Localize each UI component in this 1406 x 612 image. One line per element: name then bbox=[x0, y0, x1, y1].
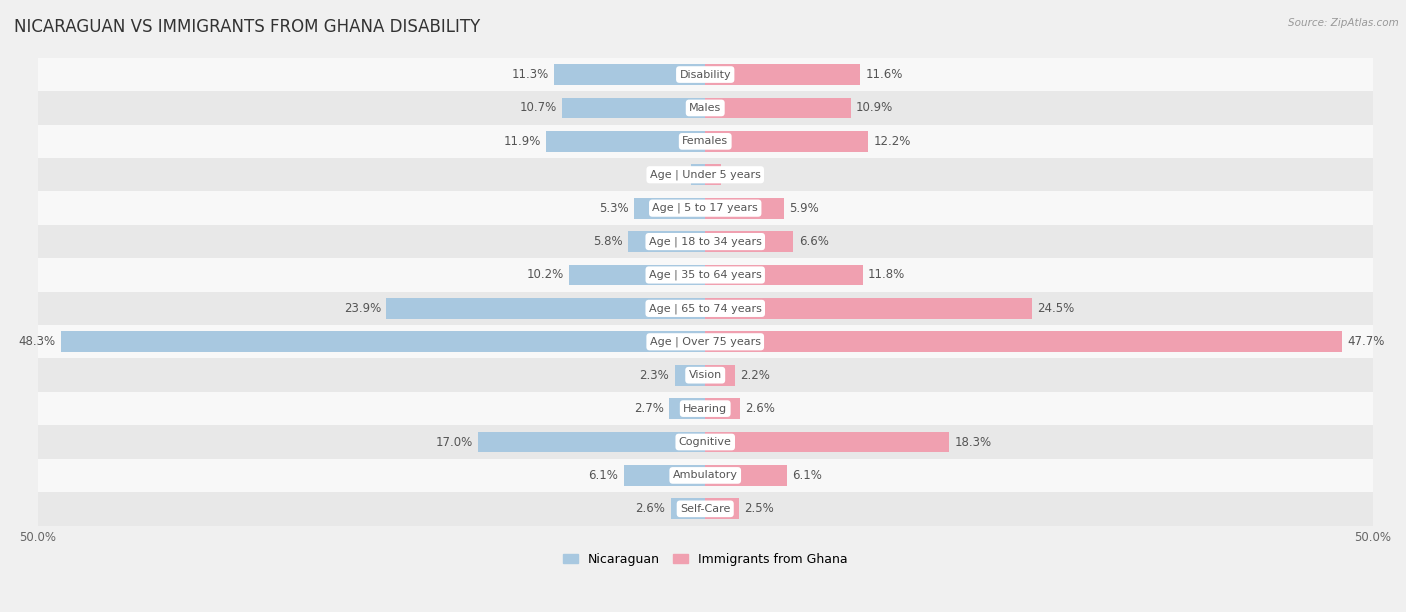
Text: 17.0%: 17.0% bbox=[436, 436, 472, 449]
Bar bbox=[706, 365, 734, 386]
Bar bbox=[706, 465, 786, 486]
Bar bbox=[706, 165, 721, 185]
Text: 5.9%: 5.9% bbox=[789, 202, 820, 215]
Text: 6.6%: 6.6% bbox=[799, 235, 828, 248]
Text: Age | 5 to 17 years: Age | 5 to 17 years bbox=[652, 203, 758, 214]
Bar bbox=[706, 498, 738, 519]
Text: 2.5%: 2.5% bbox=[744, 502, 773, 515]
Bar bbox=[706, 198, 785, 218]
Text: 10.2%: 10.2% bbox=[526, 269, 564, 282]
Bar bbox=[38, 225, 1372, 258]
Bar bbox=[38, 392, 1372, 425]
Bar bbox=[38, 459, 1372, 492]
Text: Disability: Disability bbox=[679, 70, 731, 80]
Text: 2.2%: 2.2% bbox=[740, 368, 770, 382]
Bar bbox=[38, 359, 1372, 392]
Text: 24.5%: 24.5% bbox=[1038, 302, 1074, 315]
Text: 2.6%: 2.6% bbox=[745, 402, 775, 415]
Text: 6.1%: 6.1% bbox=[792, 469, 823, 482]
Bar bbox=[554, 64, 706, 85]
Bar bbox=[634, 198, 706, 218]
Bar bbox=[478, 431, 706, 452]
Bar bbox=[706, 298, 1032, 319]
Text: Self-Care: Self-Care bbox=[681, 504, 731, 514]
Legend: Nicaraguan, Immigrants from Ghana: Nicaraguan, Immigrants from Ghana bbox=[564, 553, 848, 566]
Text: 11.9%: 11.9% bbox=[503, 135, 541, 148]
Text: 2.7%: 2.7% bbox=[634, 402, 664, 415]
Bar bbox=[547, 131, 706, 152]
Text: Source: ZipAtlas.com: Source: ZipAtlas.com bbox=[1288, 18, 1399, 28]
Bar bbox=[690, 165, 706, 185]
Bar bbox=[706, 431, 949, 452]
Bar bbox=[706, 264, 863, 285]
Bar bbox=[706, 398, 740, 419]
Bar bbox=[38, 325, 1372, 359]
Bar bbox=[387, 298, 706, 319]
Text: Age | 35 to 64 years: Age | 35 to 64 years bbox=[648, 270, 762, 280]
Bar bbox=[706, 131, 868, 152]
Bar bbox=[628, 231, 706, 252]
Bar bbox=[38, 425, 1372, 459]
Text: 48.3%: 48.3% bbox=[18, 335, 55, 348]
Text: NICARAGUAN VS IMMIGRANTS FROM GHANA DISABILITY: NICARAGUAN VS IMMIGRANTS FROM GHANA DISA… bbox=[14, 18, 481, 36]
Bar bbox=[38, 192, 1372, 225]
Text: 10.7%: 10.7% bbox=[520, 102, 557, 114]
Text: 5.3%: 5.3% bbox=[599, 202, 628, 215]
Text: 2.3%: 2.3% bbox=[640, 368, 669, 382]
Text: 5.8%: 5.8% bbox=[593, 235, 623, 248]
Text: 12.2%: 12.2% bbox=[873, 135, 911, 148]
Text: 11.6%: 11.6% bbox=[865, 68, 903, 81]
Text: Hearing: Hearing bbox=[683, 403, 727, 414]
Bar bbox=[38, 125, 1372, 158]
Bar bbox=[706, 231, 793, 252]
Text: Females: Females bbox=[682, 136, 728, 146]
Bar bbox=[562, 97, 706, 118]
Text: Cognitive: Cognitive bbox=[679, 437, 731, 447]
Bar bbox=[60, 332, 706, 352]
Bar bbox=[38, 91, 1372, 125]
Text: 11.3%: 11.3% bbox=[512, 68, 550, 81]
Bar bbox=[38, 258, 1372, 292]
Bar bbox=[671, 498, 706, 519]
Bar bbox=[38, 492, 1372, 526]
Text: Ambulatory: Ambulatory bbox=[672, 471, 738, 480]
Text: 1.2%: 1.2% bbox=[727, 168, 756, 181]
Text: Age | 18 to 34 years: Age | 18 to 34 years bbox=[648, 236, 762, 247]
Bar bbox=[624, 465, 706, 486]
Bar bbox=[569, 264, 706, 285]
Text: Age | Over 75 years: Age | Over 75 years bbox=[650, 337, 761, 347]
Text: Age | 65 to 74 years: Age | 65 to 74 years bbox=[648, 303, 762, 313]
Bar bbox=[706, 64, 860, 85]
Text: 18.3%: 18.3% bbox=[955, 436, 991, 449]
Bar bbox=[669, 398, 706, 419]
Text: 2.6%: 2.6% bbox=[636, 502, 665, 515]
Bar bbox=[38, 158, 1372, 192]
Text: 6.1%: 6.1% bbox=[589, 469, 619, 482]
Text: 47.7%: 47.7% bbox=[1347, 335, 1385, 348]
Bar bbox=[706, 332, 1341, 352]
Bar bbox=[675, 365, 706, 386]
Text: 10.9%: 10.9% bbox=[856, 102, 893, 114]
Text: 11.8%: 11.8% bbox=[868, 269, 905, 282]
Text: Age | Under 5 years: Age | Under 5 years bbox=[650, 170, 761, 180]
Bar bbox=[38, 292, 1372, 325]
Text: Vision: Vision bbox=[689, 370, 721, 380]
Text: 23.9%: 23.9% bbox=[343, 302, 381, 315]
Bar bbox=[38, 58, 1372, 91]
Bar bbox=[706, 97, 851, 118]
Text: Males: Males bbox=[689, 103, 721, 113]
Text: 1.1%: 1.1% bbox=[655, 168, 685, 181]
